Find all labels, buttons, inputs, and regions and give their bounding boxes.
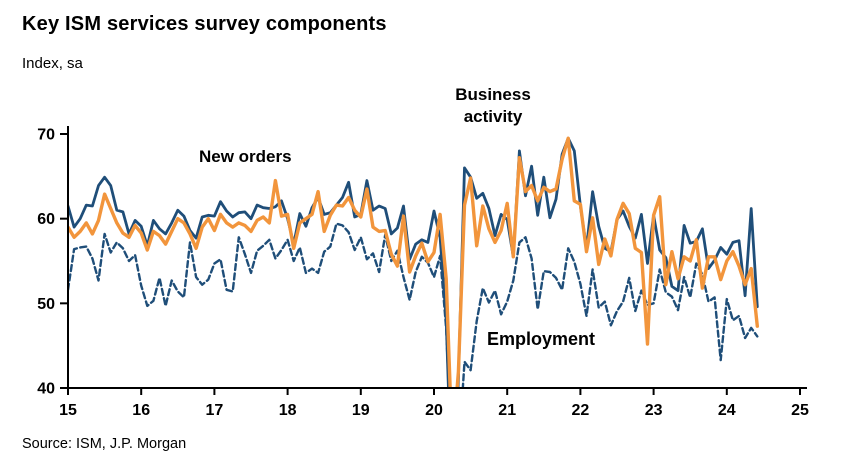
x-tick-label: 16 (132, 402, 150, 419)
x-tick-label: 21 (498, 402, 516, 419)
x-tick-label: 18 (279, 402, 297, 419)
business-activity-line (68, 136, 759, 388)
x-tick-label: 24 (718, 402, 736, 419)
chart-title: Key ISM services survey components (22, 13, 387, 35)
axes (67, 126, 807, 389)
x-tick-label: 23 (645, 402, 663, 419)
chart-subtitle: Index, sa (22, 55, 83, 72)
source-note: Source: ISM, J.P. Morgan (22, 436, 187, 452)
y-tick-label: 70 (37, 127, 55, 144)
y-tick-label: 40 (37, 381, 55, 398)
x-tick-label: 15 (59, 402, 77, 419)
x-tick-label: 22 (572, 402, 590, 419)
series-label-business-activity: Business activity (455, 85, 531, 127)
x-tick-label: 17 (206, 402, 224, 419)
series-label-employment: Employment (487, 329, 596, 349)
x-tick-label: 25 (791, 402, 809, 419)
y-tick-label: 50 (37, 296, 55, 313)
x-tick-label: 20 (425, 402, 443, 419)
x-tick-label: 19 (352, 402, 370, 419)
new-orders-line (68, 136, 759, 388)
series-label-new-orders: New orders (199, 147, 292, 166)
y-tick-label: 60 (37, 211, 55, 228)
